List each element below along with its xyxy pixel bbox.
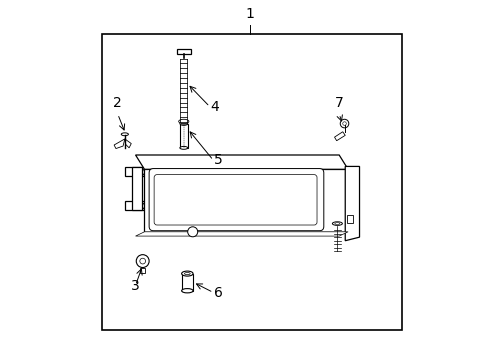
Bar <box>140 267 145 273</box>
Polygon shape <box>124 202 178 210</box>
Ellipse shape <box>181 271 193 276</box>
Ellipse shape <box>334 223 339 225</box>
Circle shape <box>340 119 348 128</box>
Ellipse shape <box>184 273 190 275</box>
Text: 6: 6 <box>214 285 223 300</box>
FancyBboxPatch shape <box>154 175 316 225</box>
Bar <box>102 33 401 330</box>
Circle shape <box>137 203 144 210</box>
Circle shape <box>137 168 144 176</box>
Bar <box>132 167 142 210</box>
Ellipse shape <box>180 147 187 149</box>
Ellipse shape <box>332 222 342 225</box>
Text: 3: 3 <box>131 279 140 293</box>
Polygon shape <box>345 166 359 241</box>
Polygon shape <box>135 232 347 236</box>
Ellipse shape <box>181 122 186 125</box>
Bar <box>176 49 190 54</box>
Ellipse shape <box>178 119 188 123</box>
Text: 2: 2 <box>113 96 122 111</box>
Circle shape <box>342 122 346 125</box>
Polygon shape <box>114 139 124 149</box>
FancyBboxPatch shape <box>149 168 323 231</box>
Polygon shape <box>124 139 131 148</box>
Ellipse shape <box>121 133 128 136</box>
Polygon shape <box>144 169 347 232</box>
Bar <box>181 274 193 291</box>
Polygon shape <box>124 167 178 176</box>
Bar <box>180 123 187 148</box>
Circle shape <box>140 258 145 264</box>
Text: 1: 1 <box>245 7 254 21</box>
Ellipse shape <box>181 289 193 293</box>
Circle shape <box>136 255 149 267</box>
Bar <box>346 215 353 223</box>
Polygon shape <box>334 132 345 141</box>
Text: 7: 7 <box>334 96 343 111</box>
Text: 5: 5 <box>214 153 223 167</box>
Circle shape <box>187 227 197 237</box>
Ellipse shape <box>180 122 187 125</box>
Polygon shape <box>135 155 347 169</box>
Text: 4: 4 <box>210 100 219 114</box>
